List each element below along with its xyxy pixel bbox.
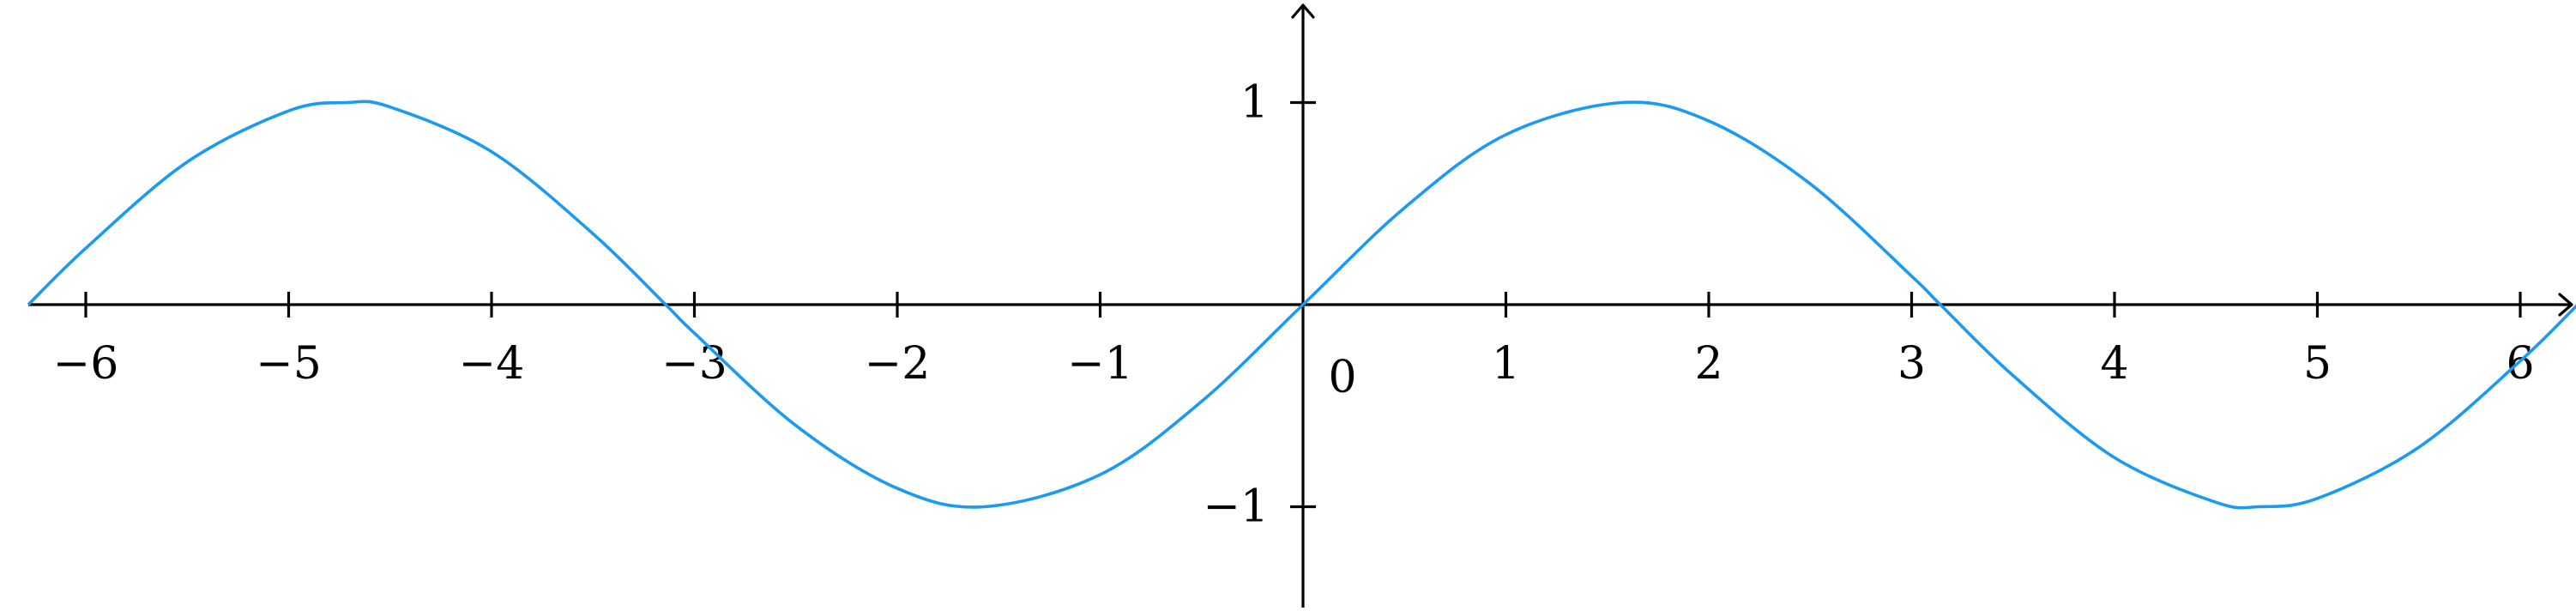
x-axis-arrowhead [2558,293,2573,317]
origin-label: 0 [1328,352,1356,403]
x-tick-label: −5 [256,338,322,390]
x-tick-label: 1 [1492,338,1520,390]
x-tick-label: −1 [1067,338,1133,390]
y-tick-label: 1 [1240,77,1269,129]
tick-labels: −6 −5 −4 −3 −2 −1 1 2 3 4 5 6 1 −1 [53,77,2535,533]
x-tick-label: −4 [459,338,525,390]
x-tick-label: 3 [1897,338,1926,390]
x-tick-label: 5 [2303,338,2332,390]
ticks [84,100,2522,509]
x-tick-label: 4 [2100,338,2128,390]
y-tick-label: −1 [1203,481,1269,533]
x-tick-label: −2 [865,338,931,390]
y-axis-arrowhead [1291,3,1315,19]
series [27,100,2576,510]
x-tick-label: 2 [1694,338,1722,390]
sine-curve [27,100,2576,510]
x-tick-label: −6 [53,338,119,390]
x-tick-label: 6 [2506,338,2534,390]
x-tick-label: −3 [661,338,727,390]
